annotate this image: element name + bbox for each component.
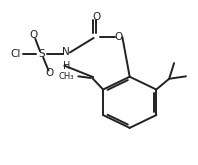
Text: O: O: [45, 68, 54, 78]
Text: Cl: Cl: [11, 50, 21, 59]
Text: O: O: [92, 12, 100, 22]
Text: N: N: [62, 48, 70, 57]
Text: S: S: [38, 50, 45, 59]
Text: H: H: [63, 61, 70, 71]
Text: O: O: [30, 31, 38, 40]
Text: O: O: [115, 32, 123, 42]
Text: CH₃: CH₃: [59, 72, 74, 81]
